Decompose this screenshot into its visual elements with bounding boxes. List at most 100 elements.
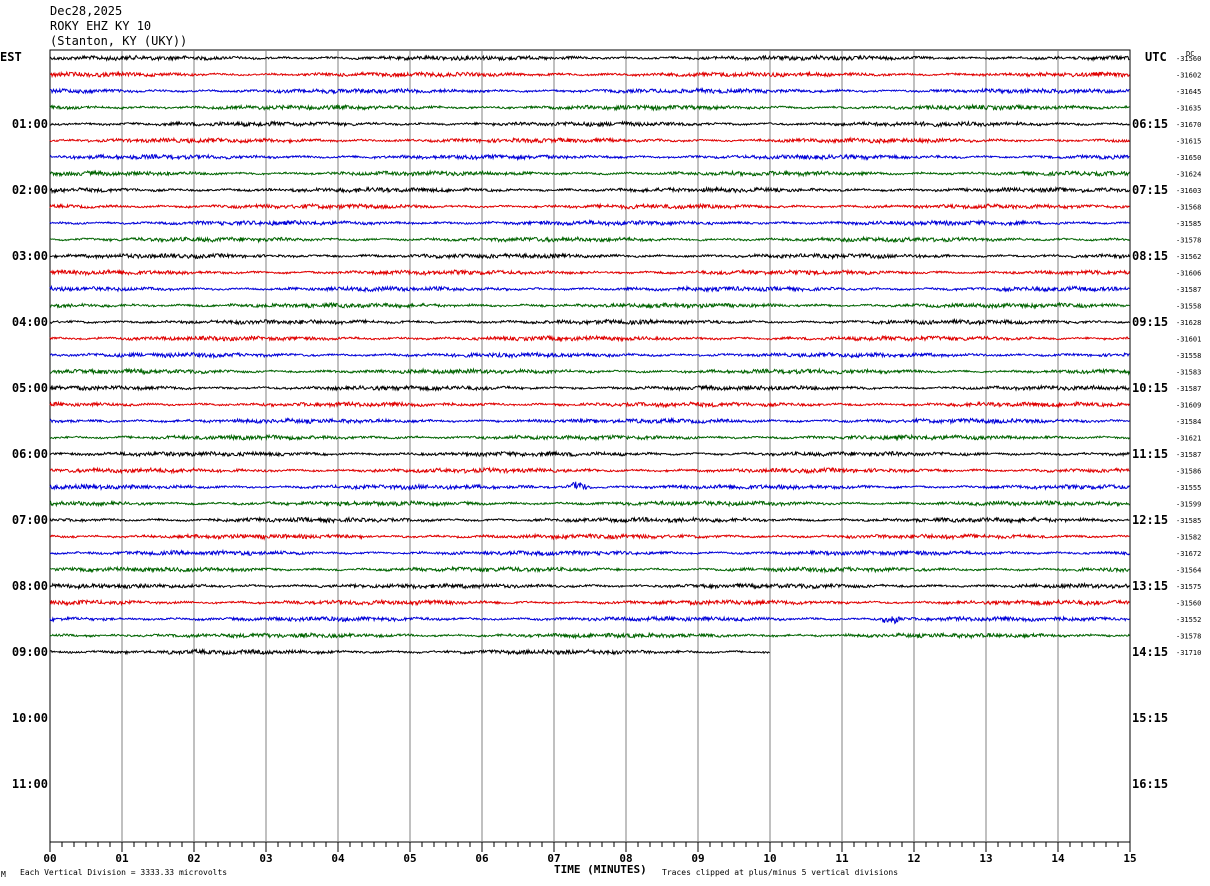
station-location: (Stanton, KY (UKY)) (50, 34, 188, 48)
dc-offset-label: -31606 (1176, 270, 1201, 278)
x-tick-label: 14 (1051, 852, 1065, 865)
utc-hour-label: 06:15 (1132, 117, 1168, 131)
dc-offset-label: -31562 (1176, 253, 1201, 261)
dc-offset-label: -31628 (1176, 319, 1201, 327)
x-tick-label: 11 (835, 852, 849, 865)
dc-offset-label: -31710 (1176, 649, 1201, 657)
scale-note: Each Vertical Division = 3333.33 microvo… (20, 868, 228, 877)
x-tick-label: 13 (979, 852, 992, 865)
dc-offset-label: -31601 (1176, 336, 1201, 344)
seismic-trace (49, 565, 1130, 574)
utc-hour-label: 14:15 (1132, 645, 1168, 659)
seismic-trace (49, 499, 1130, 508)
seismic-trace (49, 202, 1130, 211)
dc-offset-label: -31560 (1176, 600, 1201, 608)
seismic-trace (49, 334, 1130, 343)
dc-offset-label: -31635 (1176, 105, 1201, 113)
station-code: ROKY EHZ KY 10 (50, 19, 152, 33)
seismic-trace (49, 185, 1130, 195)
utc-hour-label: 16:15 (1132, 777, 1168, 791)
dc-label: DC (1186, 50, 1195, 58)
dc-offset-label: -31584 (1176, 418, 1201, 426)
seismic-trace (49, 268, 1130, 277)
seismic-trace (49, 119, 1130, 129)
seismic-trace (49, 598, 1130, 607)
dc-offset-label: -31624 (1176, 171, 1201, 179)
x-tick-label: 07 (547, 852, 560, 865)
dc-offset-label: -31558 (1176, 303, 1201, 311)
seismic-trace (49, 449, 1130, 458)
utc-zone-label: UTC (1145, 50, 1167, 64)
dc-offset-label: -31615 (1176, 138, 1201, 146)
dc-offset-label: -31552 (1176, 616, 1201, 624)
seismic-trace (49, 169, 1130, 178)
x-tick-label: 10 (763, 852, 776, 865)
dc-offset-label: -31585 (1176, 517, 1201, 525)
dc-offset-label: -31672 (1176, 550, 1201, 558)
dc-offset-label: -31645 (1176, 88, 1201, 96)
seismic-trace (49, 218, 1130, 228)
seismic-trace (49, 317, 1130, 327)
utc-hour-label: 09:15 (1132, 315, 1168, 329)
seismic-trace (49, 647, 770, 657)
dc-offset-label: -31609 (1176, 402, 1201, 410)
seismic-trace (49, 235, 1130, 244)
utc-hour-label: 11:15 (1132, 447, 1168, 461)
x-tick-label: 04 (331, 852, 345, 865)
x-tick-label: 12 (907, 852, 920, 865)
seismic-trace (49, 466, 1130, 475)
dc-offset-label: -31621 (1176, 435, 1201, 443)
dc-offset-label: -31585 (1176, 220, 1201, 228)
est-hour-label: 10:00 (12, 711, 48, 725)
utc-hour-label: 10:15 (1132, 381, 1168, 395)
est-hour-label: 02:00 (12, 183, 48, 197)
seismic-trace (49, 103, 1130, 112)
x-axis-title: TIME (MINUTES) (554, 863, 647, 876)
dc-offset-label: -31586 (1176, 468, 1201, 476)
x-tick-label: 03 (259, 852, 272, 865)
seismic-trace (49, 301, 1130, 310)
seismic-trace (49, 367, 1130, 376)
est-hour-label: 05:00 (12, 381, 48, 395)
dc-offset-label: -31575 (1176, 583, 1201, 591)
seismic-trace (49, 481, 1130, 491)
plot-date: Dec28,2025 (50, 4, 123, 18)
est-hour-label: 01:00 (12, 117, 48, 131)
dc-offset-label: -31578 (1176, 237, 1201, 245)
est-hour-label: 03:00 (12, 249, 48, 263)
seismic-trace (49, 400, 1130, 409)
seismic-trace (49, 383, 1130, 393)
corner-mark: M (1, 870, 6, 879)
dc-offset-label: -31587 (1176, 385, 1201, 393)
plot-frame (49, 49, 1131, 843)
est-hour-label: 06:00 (12, 447, 48, 461)
est-zone-label: EST (0, 50, 22, 64)
x-tick-label: 05 (403, 852, 416, 865)
dc-offset-label: -31578 (1176, 633, 1201, 641)
seismic-trace (49, 515, 1130, 525)
dc-offset-label: -31650 (1176, 154, 1201, 162)
seismic-trace (49, 136, 1130, 145)
header: Dec28,2025 ROKY EHZ KY 10 (Stanton, KY (… (50, 4, 187, 49)
seismic-trace (49, 631, 1130, 640)
dc-offset-label: -31599 (1176, 501, 1201, 509)
x-tick-label: 15 (1123, 852, 1136, 865)
dc-offset-label: -31587 (1176, 286, 1201, 294)
x-tick-label: 08 (619, 852, 632, 865)
seismic-trace (49, 581, 1130, 591)
x-tick-label: 09 (691, 852, 704, 865)
dc-offset-label: -31560 (1176, 55, 1201, 63)
seismic-trace (49, 284, 1130, 294)
est-hour-label: 09:00 (12, 645, 48, 659)
seismic-trace (50, 532, 1130, 541)
dc-offset-label: -31564 (1176, 567, 1201, 575)
seismic-trace (49, 53, 1130, 63)
dc-offset-label: -31670 (1176, 121, 1201, 129)
dc-offset-label: -31555 (1176, 484, 1201, 492)
est-hour-label: 04:00 (12, 315, 48, 329)
seismic-trace (49, 153, 1130, 162)
x-tick-label: 01 (115, 852, 129, 865)
est-hour-label: 08:00 (12, 579, 48, 593)
utc-hour-label: 12:15 (1132, 513, 1168, 527)
